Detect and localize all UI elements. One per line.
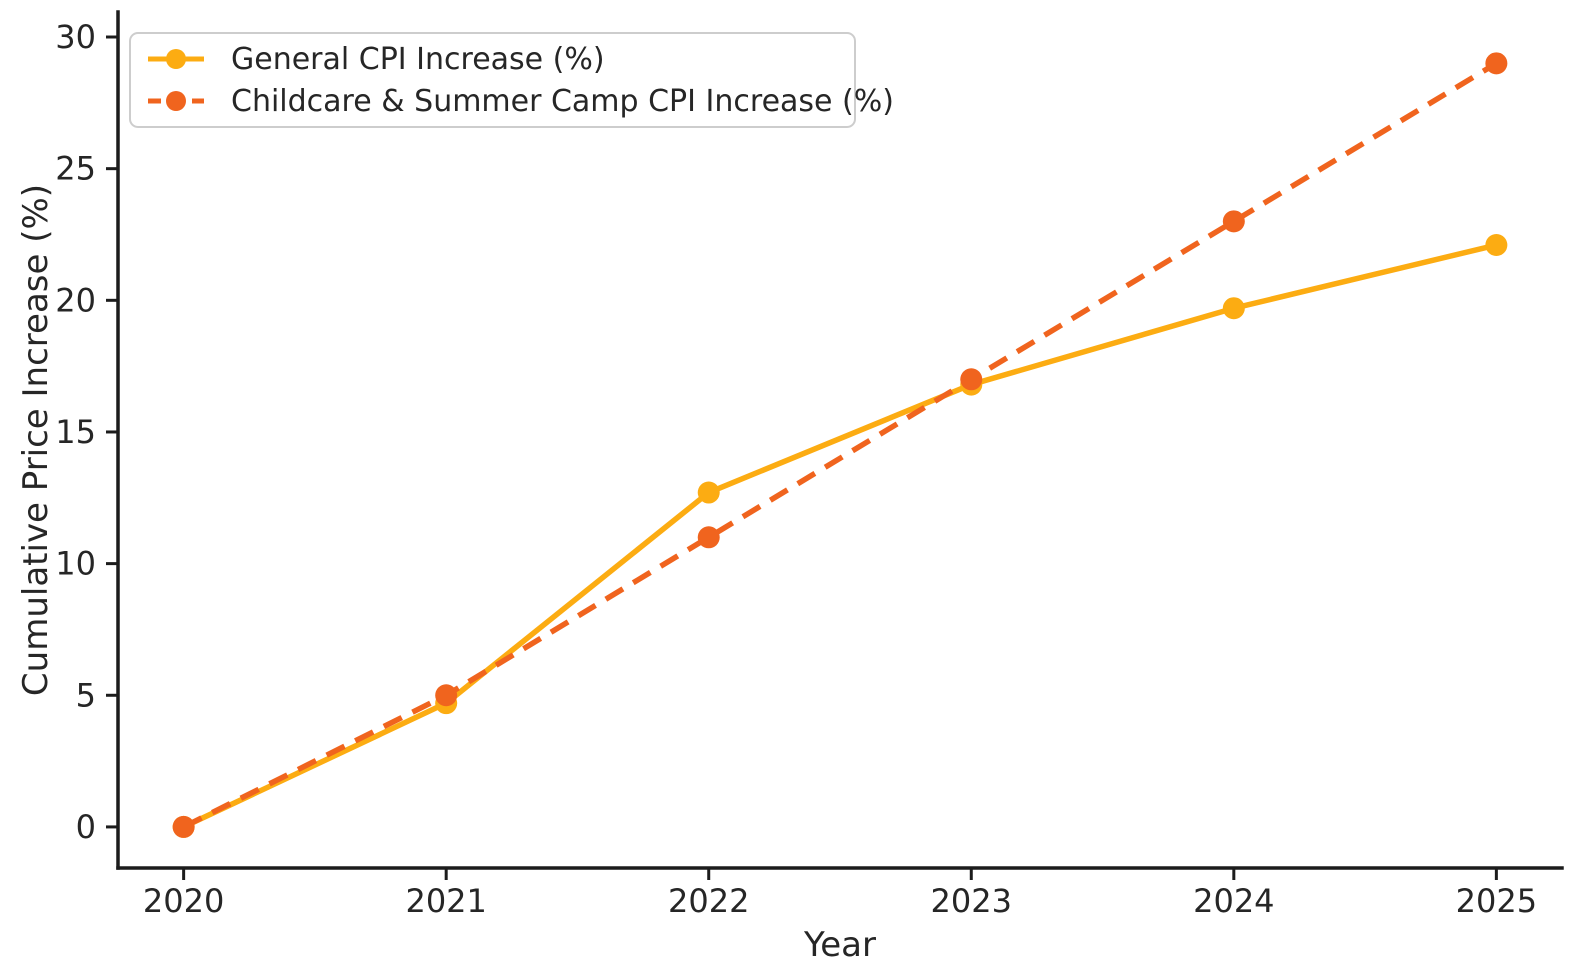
data-point [697,526,720,549]
data-point [960,368,983,391]
data-point [1485,234,1508,257]
legend-item-childcare: Childcare & Summer Camp CPI Increase (%) [141,80,894,122]
y-tick-label: 5 [76,676,96,714]
data-point [1222,210,1245,233]
legend-item-general: General CPI Increase (%) [141,38,844,80]
x-tick-label: 2025 [1456,882,1537,920]
x-tick-label: 2020 [143,882,224,920]
y-tick-label: 0 [76,808,96,846]
x-tick-label: 2023 [931,882,1012,920]
legend-label: General CPI Increase (%) [231,41,605,77]
data-point [1485,52,1508,75]
x-tick-label: 2021 [405,882,486,920]
data-point [697,481,720,504]
data-point [435,684,458,707]
legend: General CPI Increase (%) Childcare & Sum… [129,32,894,128]
x-axis-title: Year [804,925,876,965]
x-tick-label: 2022 [668,882,749,920]
y-tick-label: 15 [55,413,96,451]
y-tick-label: 25 [55,150,96,188]
y-tick-label: 10 [55,545,96,583]
data-point [1222,297,1245,320]
data-point [172,815,195,838]
legend-line-solid-icon [148,49,204,69]
y-tick-label: 20 [55,281,96,319]
y-tick-label: 30 [55,18,96,56]
legend-label: Childcare & Summer Camp CPI Increase (%) [231,83,894,119]
y-axis-title: Cumulative Price Increase (%) [16,183,56,697]
legend-line-dashed-icon [148,91,204,111]
series-line-0 [182,242,1498,830]
x-tick-label: 2024 [1193,882,1274,920]
series-line-1 [182,60,1498,830]
